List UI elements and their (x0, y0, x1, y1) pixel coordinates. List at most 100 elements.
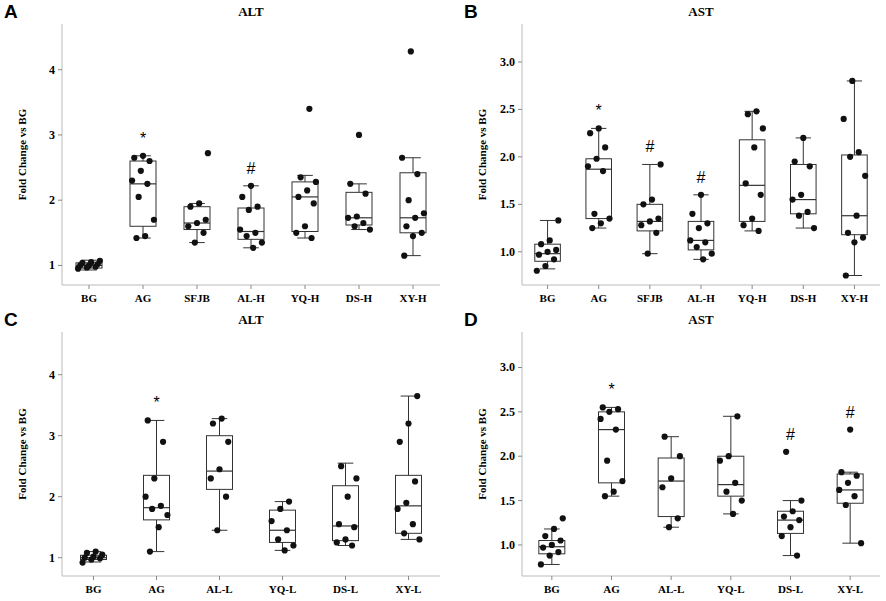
point (591, 211, 597, 217)
point (275, 536, 281, 542)
x-tick-label: XY-H (399, 292, 427, 304)
point (649, 196, 655, 202)
x-tick (547, 285, 548, 289)
point (798, 497, 804, 503)
box (842, 155, 868, 235)
point (205, 150, 211, 156)
point (349, 542, 355, 548)
point (547, 552, 553, 558)
point (259, 239, 265, 245)
point (239, 194, 245, 200)
point (745, 111, 751, 117)
point (555, 549, 561, 555)
point (600, 168, 606, 174)
point (406, 197, 412, 203)
whisker-cap (544, 564, 560, 565)
point (534, 268, 540, 274)
box (739, 140, 765, 222)
x-tick (850, 576, 851, 580)
point (843, 502, 849, 508)
point (156, 524, 162, 530)
point (151, 475, 157, 481)
point (248, 183, 254, 189)
point (160, 439, 166, 445)
whisker-cap (405, 157, 421, 158)
point (140, 153, 146, 159)
point (555, 217, 561, 223)
point (862, 173, 868, 179)
median (599, 429, 625, 430)
point (542, 263, 548, 269)
x-tick-label: XY-L (396, 583, 422, 595)
point (606, 409, 612, 415)
point (536, 252, 542, 258)
point (345, 494, 351, 500)
point (99, 552, 105, 558)
y-tick-label: 2 (49, 193, 55, 207)
box (130, 161, 156, 226)
significance-mark: # (247, 160, 256, 177)
point (79, 260, 85, 266)
point (845, 230, 851, 236)
point (145, 417, 151, 423)
point (192, 239, 198, 245)
plot-area (79, 393, 422, 566)
box (270, 510, 296, 542)
point (362, 191, 368, 197)
point (760, 125, 766, 131)
point (352, 223, 358, 229)
point (237, 226, 243, 232)
point (657, 161, 663, 167)
x-tick-label: YQ-L (717, 583, 745, 595)
point (726, 453, 732, 459)
point (858, 540, 864, 546)
whisker-cap (351, 229, 367, 230)
point (334, 539, 340, 545)
point (585, 163, 591, 169)
y-axis (522, 24, 523, 285)
x-tick (413, 285, 414, 289)
point (553, 247, 559, 253)
point (783, 449, 789, 455)
x-tick-label: BG (544, 583, 560, 595)
x-tick (143, 285, 144, 289)
point (689, 211, 695, 217)
y-tick (58, 374, 62, 375)
box (396, 475, 422, 533)
box (599, 412, 625, 483)
y-tick (58, 265, 62, 266)
point (360, 220, 366, 226)
whisker-cap (81, 269, 97, 270)
x-tick (345, 576, 346, 580)
box (658, 458, 684, 517)
point (796, 517, 802, 523)
point (308, 235, 314, 241)
point (640, 201, 646, 207)
point (149, 506, 155, 512)
point (811, 225, 817, 231)
significance-mark: * (140, 130, 146, 147)
y-tick (518, 251, 522, 252)
y-tick-label: 1 (49, 551, 55, 565)
y-tick (518, 411, 522, 412)
point (647, 218, 653, 224)
point (538, 561, 544, 567)
point (295, 194, 301, 200)
point (851, 239, 857, 245)
box (688, 221, 714, 249)
x-tick (752, 285, 753, 289)
median (396, 505, 422, 506)
y-label: Fold Change vs BG (476, 408, 488, 500)
point (856, 149, 862, 155)
x-tick-label: DS-L (778, 583, 803, 595)
y-tick-label: 3 (49, 429, 55, 443)
box (778, 511, 804, 533)
point (225, 439, 231, 445)
panel: DASTFold Change vs BG1.01.52.02.53.0BGAG… (464, 309, 880, 595)
point (412, 478, 418, 484)
y-axis (62, 24, 63, 285)
point (847, 154, 853, 160)
title: ALT (238, 312, 264, 327)
panel: BASTFold Change vs BG1.01.52.02.53.0BGAG… (464, 1, 880, 304)
x-tick (282, 576, 283, 580)
